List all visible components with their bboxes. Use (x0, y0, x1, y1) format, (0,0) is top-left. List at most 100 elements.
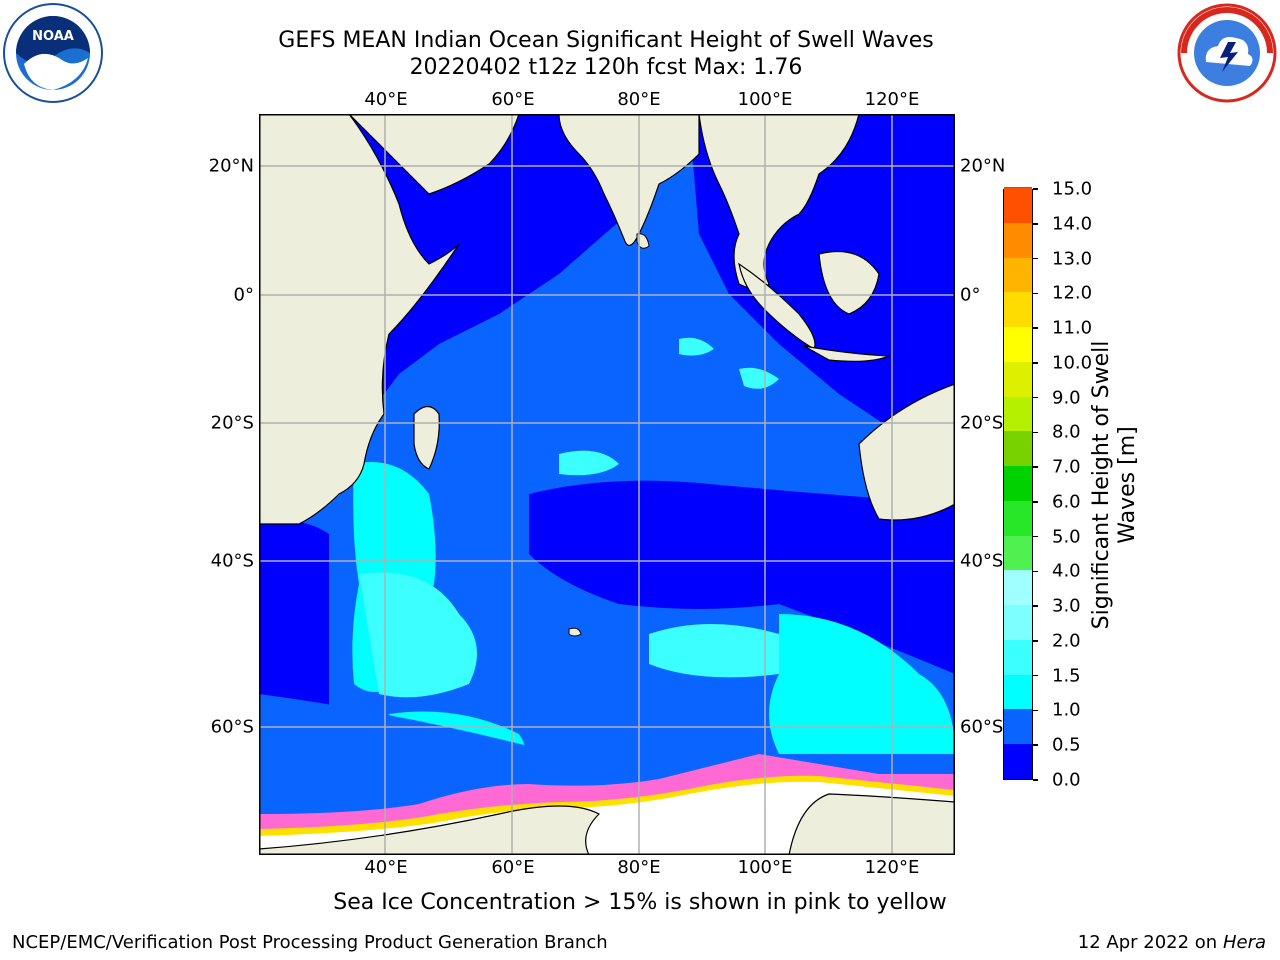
colorbar-tick-label: 0.0 (1052, 769, 1081, 791)
colorbar-tick-label: 15.0 (1052, 178, 1093, 200)
colorbar-segment (1004, 430, 1032, 467)
madagascar (413, 405, 440, 470)
footer-host: Hera (1222, 932, 1266, 953)
swell-patch-6 (769, 614, 955, 754)
map-gridlines (259, 114, 955, 855)
colorbar-tick-mark (1033, 431, 1038, 434)
colorbar-tick-label: 6.0 (1052, 491, 1081, 513)
swell-height-map (259, 114, 955, 855)
colorbar-segment (1004, 187, 1032, 223)
colorbar-tick-label: 13.0 (1052, 248, 1093, 270)
southeast-asia (698, 114, 860, 290)
colorbar-tick-label: 8.0 (1052, 421, 1081, 443)
colorbar-segment (1004, 743, 1032, 779)
colorbar-tick-mark (1033, 327, 1038, 329)
colorbar-segment (1004, 673, 1032, 710)
lon-tick-bottom-80e: 80°E (617, 857, 661, 878)
lon-tick-top-40e: 40°E (364, 89, 408, 110)
colorbar-segment (1004, 638, 1032, 675)
australia (858, 383, 955, 521)
footer-date: 12 Apr 2022 on Hera (1078, 932, 1266, 953)
colorbar-segment (1004, 256, 1032, 293)
colorbar-label-line-1: Significant Height of Swell (1089, 340, 1114, 630)
colorbar-segment (1004, 326, 1032, 362)
swell-patch-5 (649, 624, 799, 678)
sea-ice-caption: Sea Ice Concentration > 15% is shown in … (333, 890, 947, 915)
kerguelen-island (568, 627, 582, 637)
footer-date-text: 12 Apr 2022 on (1077, 932, 1223, 953)
colorbar-tick-label: 4.0 (1052, 560, 1081, 582)
lat-tick-right-60s: 60°S (960, 716, 1004, 738)
footer-branch: NCEP/EMC/Verification Post Processing Pr… (12, 932, 608, 953)
colorbar-tick-label: 3.0 (1052, 595, 1081, 617)
lat-tick-right-0: 0° (960, 284, 981, 306)
colorbar-tick-mark (1033, 605, 1038, 607)
colorbar-tick-mark (1033, 535, 1038, 538)
colorbar-segment (1004, 708, 1032, 745)
colorbar-tick-mark (1033, 709, 1038, 712)
africa-landmass (259, 114, 460, 525)
colorbar-tick-label: 0.5 (1052, 734, 1081, 756)
sea-ice-edge (259, 754, 955, 834)
antarctica-land-west (259, 805, 600, 855)
colorbar-tick-label: 9.0 (1052, 387, 1081, 409)
colorbar (1003, 187, 1033, 780)
colorbar-tick-mark (1033, 466, 1038, 468)
colorbar-segment (1004, 569, 1032, 606)
colorbar-tick-label: 1.5 (1052, 665, 1081, 687)
arabian-peninsula (348, 114, 520, 195)
lat-tick-right-40s: 40°S (960, 550, 1004, 572)
low-swell-central (529, 480, 955, 674)
borneo (818, 250, 880, 315)
colorbar-segment (1004, 291, 1032, 328)
title-line-1: GEFS MEAN Indian Ocean Significant Heigh… (278, 28, 934, 53)
colorbar-tick-mark (1033, 223, 1038, 225)
swell-patch-8 (679, 337, 714, 356)
colorbar-tick-mark (1033, 570, 1038, 573)
colorbar-tick-label: 2.0 (1052, 630, 1081, 652)
swell-patch-4 (559, 450, 619, 476)
lon-tick-top-60e: 60°E (491, 89, 535, 110)
colorbar-tick-mark (1033, 188, 1038, 190)
lon-tick-top-80e: 80°E (617, 89, 661, 110)
swell-patch-7 (739, 367, 779, 389)
colorbar-tick-label: 10.0 (1052, 352, 1093, 374)
colorbar-tick-label: 11.0 (1052, 317, 1093, 339)
lon-tick-bottom-60e: 60°E (491, 857, 535, 878)
nws-logo (1176, 2, 1278, 108)
lat-tick-left-20s: 20°S (210, 412, 254, 434)
map-frame (259, 114, 955, 855)
colorbar-label-line-2: Waves [m] (1115, 426, 1140, 544)
lat-tick-left-40s: 40°S (210, 550, 254, 572)
colorbar-tick-label: 1.0 (1052, 699, 1081, 721)
colorbar-tick-label: 7.0 (1052, 456, 1081, 478)
colorbar-tick-label: 12.0 (1052, 282, 1093, 304)
low-swell-south-west (259, 520, 329, 728)
lon-tick-bottom-120e: 120°E (864, 857, 920, 878)
colorbar-tick-mark (1033, 674, 1038, 677)
colorbar-tick-label: 14.0 (1052, 213, 1093, 235)
colorbar-segment (1004, 604, 1032, 640)
lon-tick-top-120e: 120°E (864, 89, 920, 110)
colorbar-tick-label: 5.0 (1052, 526, 1081, 548)
noaa-logo-text: NOAA (32, 29, 74, 44)
colorbar-segment (1004, 360, 1032, 397)
lat-tick-left-60s: 60°S (210, 716, 254, 738)
colorbar-segment (1004, 534, 1032, 571)
lat-tick-left-20n: 20°N (208, 155, 254, 177)
colorbar-tick-mark (1033, 292, 1038, 295)
colorbar-tick-mark (1033, 396, 1038, 399)
colorbar-tick-mark (1033, 744, 1038, 746)
colorbar-segment (1004, 221, 1032, 258)
colorbar-segment (1004, 395, 1032, 432)
colorbar-tick-mark (1033, 362, 1038, 364)
colorbar-tick-mark (1033, 779, 1038, 781)
lon-tick-bottom-100e: 100°E (737, 857, 793, 878)
java (803, 345, 890, 362)
colorbar-segment (1004, 465, 1032, 501)
colorbar-tick-labels: 0.0 0.5 1.0 1.5 2.0 3.0 4.0 5.0 6.0 7.0 8.0 9.0 10.0… (1033, 0, 1100, 960)
indian-subcontinent (558, 114, 700, 246)
colorbar-tick-mark (1033, 501, 1038, 503)
colorbar-segment (1004, 499, 1032, 536)
lon-tick-top-100e: 100°E (737, 89, 793, 110)
